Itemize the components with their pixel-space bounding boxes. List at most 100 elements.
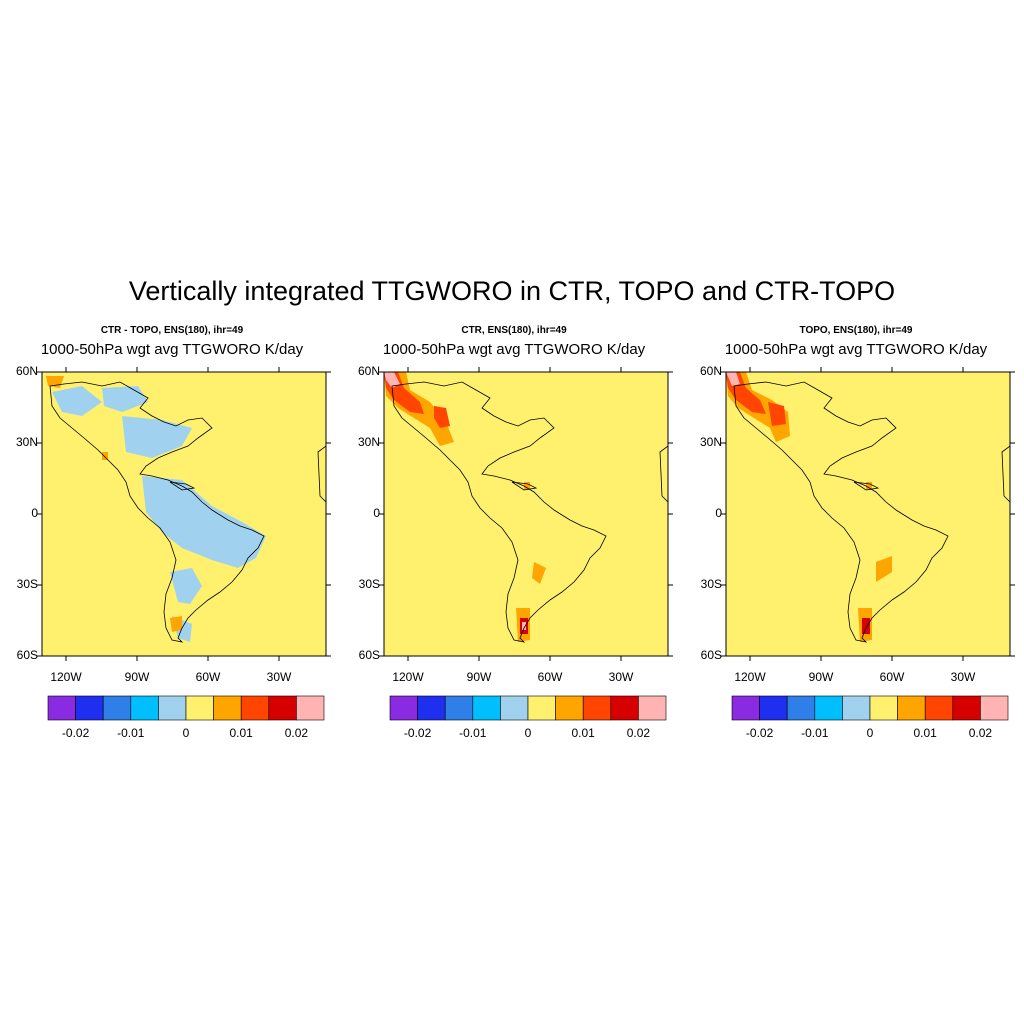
lon-tick-label: 30W	[266, 670, 292, 684]
colorbar-swatch	[924, 695, 954, 721]
colorbar-swatch	[213, 695, 242, 721]
coastline	[49, 381, 265, 643]
lat-tick-label: 30N	[357, 435, 380, 449]
lon-tick-label: 120W	[50, 670, 82, 684]
panel-variable-title: 1000-50hPa wgt avg TTGWORO K/day	[382, 341, 646, 358]
colorbar-swatch	[472, 695, 501, 721]
colorbar-label: 0.01	[229, 726, 253, 740]
colorbar-label: 0.01	[571, 726, 595, 740]
colorbar-swatch	[158, 695, 187, 721]
colorbar-swatch	[897, 695, 926, 721]
lat-tick-label: 30S	[16, 577, 38, 591]
lat-tick-label: 30S	[700, 577, 722, 591]
field-contour-patch	[862, 618, 870, 634]
field-contour-patch	[522, 622, 526, 630]
field-contour-patch	[170, 616, 182, 632]
lat-tick-label: 60N	[699, 364, 722, 378]
field-contour-patch	[170, 568, 202, 604]
colorbar-swatch	[389, 695, 418, 721]
coastline	[511, 481, 538, 491]
panel-subtitle: CTR - TOPO, ENS(180), ihr=49	[100, 325, 244, 336]
coastline	[853, 481, 880, 491]
colorbar-swatch	[610, 695, 639, 721]
lon-tick-label: 60W	[195, 670, 221, 684]
colorbar-swatch	[47, 695, 76, 721]
panel-variable-title: 1000-50hPa wgt avg TTGWORO K/day	[724, 341, 988, 358]
main-title: Vertically integrated TTGWORO in CTR, TO…	[128, 276, 896, 306]
lat-tick-label: 0	[31, 506, 38, 520]
field-contour-patch	[52, 386, 102, 416]
colorbar-swatch	[731, 695, 760, 721]
field-contour-patch	[434, 406, 450, 428]
colorbar-label: -0.01	[801, 726, 829, 740]
colorbar-swatch	[980, 695, 1009, 721]
lon-tick-label: 30W	[950, 670, 976, 684]
map-ctr-minus-topo	[37, 367, 331, 721]
lat-tick-label: 30N	[15, 435, 38, 449]
colorbar-label: 0.02	[284, 726, 309, 740]
lat-tick-label: 30N	[699, 435, 722, 449]
field-contour-patch	[876, 556, 892, 582]
map-panel-ctr-minus-topo: CTR - TOPO, ENS(180), ihr=49 1000-50hPa w…	[2, 320, 342, 750]
panel-subtitle: CTR, ENS(180), ihr=49	[461, 325, 567, 336]
colorbar-swatch	[786, 695, 816, 721]
lat-tick-label: 30S	[358, 577, 380, 591]
colorbar-swatch	[582, 695, 612, 721]
colorbar-swatch	[759, 695, 788, 721]
colorbar-swatch	[102, 695, 132, 721]
colorbar-swatch	[500, 695, 529, 721]
lat-tick-label: 60S	[700, 648, 722, 662]
lat-tick-label: 0	[373, 506, 380, 520]
colorbar-label: 0.01	[913, 726, 937, 740]
field-contour-patch	[102, 386, 148, 412]
colorbar-swatch	[185, 695, 214, 721]
field-contour-patch	[142, 476, 266, 568]
colorbar-swatch	[130, 695, 159, 721]
lon-tick-label: 60W	[537, 670, 563, 684]
colorbar-label: -0.01	[459, 726, 487, 740]
colorbar-label: -0.02	[403, 726, 432, 740]
lon-tick-label: 120W	[392, 670, 424, 684]
colorbar-label: -0.01	[117, 726, 145, 740]
colorbar-label: -0.02	[61, 726, 90, 740]
colorbar-swatch	[952, 695, 981, 721]
colorbar-swatch	[869, 695, 898, 721]
lon-tick-label: 60W	[879, 670, 905, 684]
colorbar-label: 0	[866, 726, 874, 740]
colorbar-swatch	[555, 695, 584, 721]
colorbar-swatch	[417, 695, 446, 721]
map-panel-ctr: CTR, ENS(180), ihr=49 1000-50hPa wgt avg …	[344, 320, 684, 750]
field-contour-patch	[768, 402, 786, 426]
colorbar-label: 0	[524, 726, 532, 740]
coastline	[733, 381, 949, 643]
colorbar-label: 0.02	[968, 726, 993, 740]
lat-tick-label: 0	[715, 506, 722, 520]
field-contour-patch	[384, 372, 400, 388]
coastline	[169, 481, 196, 491]
lon-tick-label: 90W	[124, 670, 150, 684]
lon-tick-label: 120W	[734, 670, 766, 684]
map-ctr	[379, 367, 673, 721]
lat-tick-label: 60S	[16, 648, 38, 662]
colorbar-label: 0	[182, 726, 190, 740]
coastline	[391, 381, 607, 643]
lat-tick-label: 60S	[358, 648, 380, 662]
field-contour-patch	[726, 372, 740, 386]
lat-tick-label: 60N	[357, 364, 380, 378]
field-contour-patch	[122, 416, 192, 458]
colorbar-swatch	[240, 695, 270, 721]
colorbar-swatch	[842, 695, 871, 721]
map-topo	[721, 367, 1015, 721]
colorbar-swatch	[638, 695, 667, 721]
colorbar-swatch	[444, 695, 474, 721]
colorbar-swatch	[75, 695, 104, 721]
colorbar-swatch	[527, 695, 556, 721]
colorbar-swatch	[296, 695, 325, 721]
panel-variable-title: 1000-50hPa wgt avg TTGWORO K/day	[40, 341, 304, 358]
lat-tick-label: 60N	[15, 364, 38, 378]
colorbar-swatch	[268, 695, 297, 721]
colorbar-label: -0.02	[745, 726, 774, 740]
map-panel-topo: TOPO, ENS(180), ihr=49 1000-50hPa wgt avg…	[686, 320, 1024, 750]
colorbar-label: 0.02	[626, 726, 651, 740]
panel-subtitle: TOPO, ENS(180), ihr=49	[799, 325, 913, 336]
